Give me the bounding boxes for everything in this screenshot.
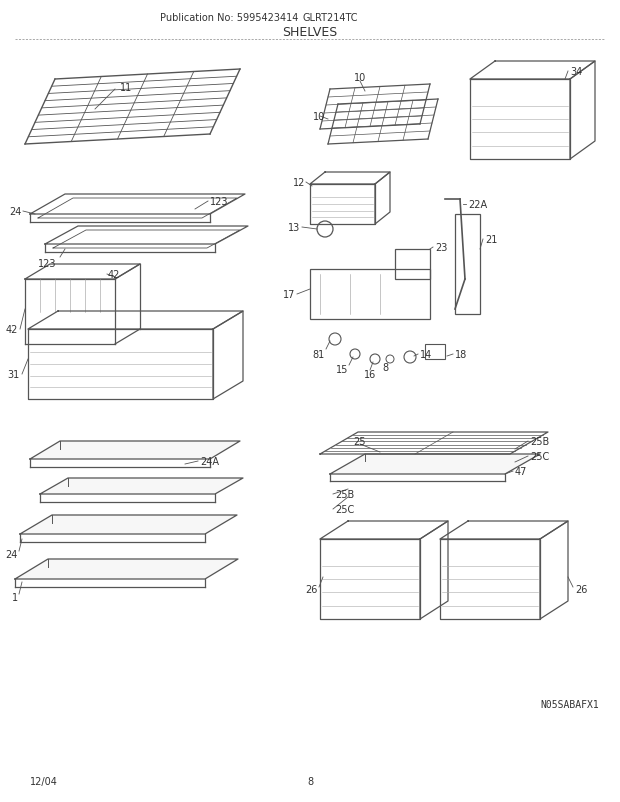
Bar	[455, 215, 480, 314]
Text: 18: 18	[455, 350, 467, 359]
Text: N05SABAFX1: N05SABAFX1	[540, 699, 599, 709]
Polygon shape	[15, 559, 238, 579]
Text: 15: 15	[335, 365, 348, 375]
Text: 123: 123	[210, 196, 229, 207]
Text: 24: 24	[6, 549, 18, 559]
Text: 42: 42	[6, 325, 18, 334]
Text: 23: 23	[435, 243, 448, 253]
Text: 8: 8	[307, 776, 313, 786]
Text: GLRT214TC: GLRT214TC	[302, 13, 358, 23]
Text: 10: 10	[354, 73, 366, 83]
Bar	[395, 249, 430, 280]
Text: 25C: 25C	[530, 452, 549, 461]
Text: 16: 16	[364, 370, 376, 379]
Text: 11: 11	[120, 83, 132, 93]
Text: 22A: 22A	[468, 200, 487, 210]
Polygon shape	[330, 455, 540, 475]
Text: 25B: 25B	[530, 436, 549, 447]
Text: 1: 1	[12, 592, 18, 602]
Text: SHELVES: SHELVES	[282, 26, 338, 38]
Text: 21: 21	[485, 235, 497, 245]
Text: 24: 24	[10, 207, 22, 217]
Text: 26: 26	[306, 585, 318, 594]
Text: 123: 123	[38, 259, 56, 269]
Text: 25: 25	[354, 436, 366, 447]
Polygon shape	[30, 441, 240, 460]
Text: 25C: 25C	[335, 504, 354, 514]
Text: 8: 8	[382, 363, 388, 373]
Text: 25B: 25B	[335, 489, 354, 500]
Text: 14: 14	[420, 350, 432, 359]
Text: 31: 31	[8, 370, 20, 379]
Text: 42: 42	[108, 269, 120, 280]
Text: 81: 81	[312, 350, 325, 359]
Text: Publication No: 5995423414: Publication No: 5995423414	[160, 13, 298, 23]
Text: 26: 26	[575, 585, 587, 594]
Text: 12/04: 12/04	[30, 776, 58, 786]
Text: 12: 12	[293, 178, 305, 188]
Text: 47: 47	[515, 467, 528, 476]
Bar	[310, 269, 430, 320]
Text: 13: 13	[288, 223, 300, 233]
Polygon shape	[40, 479, 243, 494]
Text: 10: 10	[313, 111, 326, 122]
Text: 17: 17	[283, 290, 295, 300]
Polygon shape	[20, 516, 237, 534]
Text: 34: 34	[570, 67, 582, 77]
Text: 24A: 24A	[200, 456, 219, 467]
Bar	[425, 345, 445, 359]
